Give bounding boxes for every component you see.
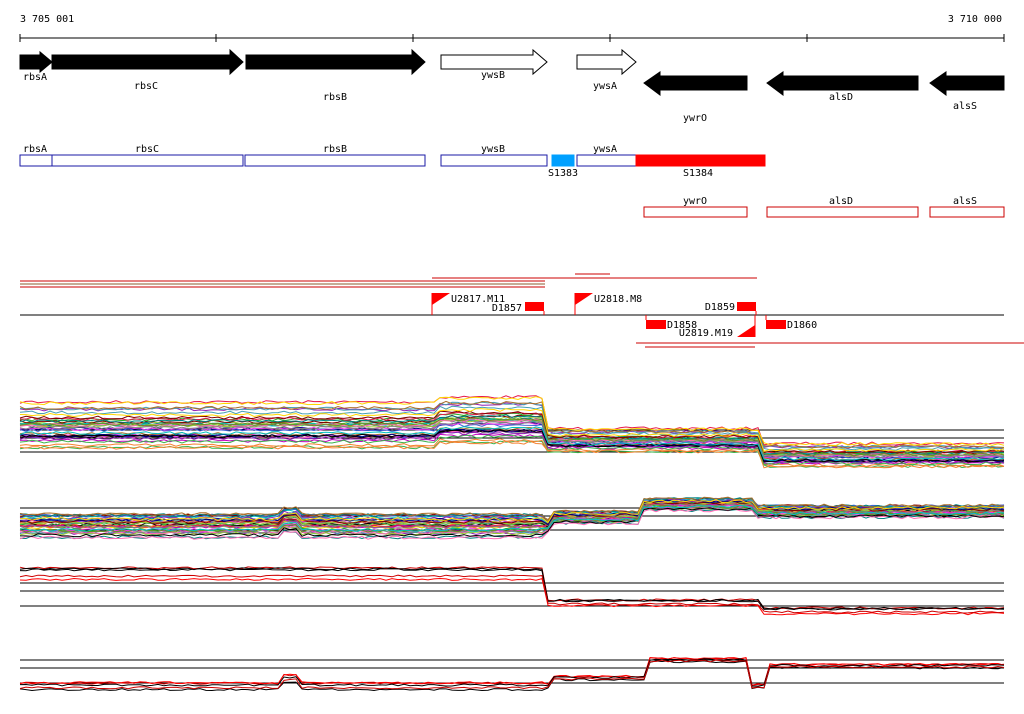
expression-trace [19, 401, 1005, 449]
downshift-label-D1860: D1860 [787, 320, 817, 331]
expression-panel-1 [19, 395, 1005, 469]
segment-box-ywrO[interactable] [643, 206, 748, 218]
shift-feature-track: U2817.M11 D1857 U2818.M8 D1859 D1858 D18… [20, 273, 1024, 348]
segment-track-plus: rbsA rbsC rbsB ywsB S1383 ywsA S1384 [19, 144, 766, 179]
upshift-label-U2817: U2817.M11 [451, 294, 505, 305]
segment-box-S1383[interactable] [551, 154, 575, 167]
upshift-label-U2819: U2819.M19 [679, 328, 733, 339]
downshift-box-D1860[interactable] [766, 320, 786, 329]
expression-trace [19, 440, 1005, 469]
upshift-flag-U2819[interactable] [737, 325, 755, 337]
expression-trace [19, 417, 1005, 457]
segment-box-rbsB[interactable] [244, 154, 426, 167]
gene-arrow-alsD[interactable] [766, 71, 919, 96]
segment-box-rbsA[interactable] [19, 154, 53, 167]
gene-arrow-rbsA[interactable] [19, 50, 53, 74]
expression-trace [19, 421, 1005, 459]
expression-trace [19, 400, 1005, 449]
coordinate-ruler: 3 705 001 3 710 000 [19, 14, 1005, 42]
expression-trace [19, 405, 1005, 451]
gene-label-ywsA: ywsA [593, 81, 617, 92]
gene-arrow-ywsA[interactable] [576, 48, 637, 76]
expression-trace [19, 423, 1005, 460]
expression-trace [19, 438, 1005, 468]
downshift-box-D1859[interactable] [737, 302, 756, 311]
expression-trace [19, 659, 1005, 690]
segment-track-minus: ywrO alsD alsS [643, 196, 1005, 218]
gene-arrow-rbsB[interactable] [245, 48, 426, 76]
segment-box-rbsC[interactable] [51, 154, 244, 167]
expression-trace [19, 577, 1005, 616]
segment-label-ywsA: ywsA [593, 144, 617, 155]
expression-trace [19, 501, 1005, 525]
expression-trace [19, 567, 1005, 610]
segment-label-rbsA: rbsA [23, 144, 47, 155]
expression-panel-3 [19, 566, 1005, 616]
gene-arrow-alsS[interactable] [929, 71, 1005, 96]
gene-label-alsS: alsS [953, 101, 977, 112]
expression-panel-4 [19, 657, 1005, 692]
segment-label-S1384: S1384 [683, 168, 713, 179]
expression-trace [19, 426, 1005, 462]
gene-label-rbsB: rbsB [323, 92, 347, 103]
segment-label-rbsB: rbsB [323, 144, 347, 155]
gene-arrow-rbsC[interactable] [51, 48, 244, 76]
expression-trace [19, 501, 1005, 526]
segment-box-ywsA[interactable] [576, 154, 637, 167]
segment-label-alsD: alsD [829, 196, 853, 207]
downshift-box-D1857[interactable] [525, 302, 544, 311]
expression-trace [19, 568, 1005, 611]
segment-label-ywsB: ywsB [481, 144, 505, 155]
expression-trace [19, 429, 1005, 463]
expression-trace [19, 396, 1005, 447]
gene-label-alsD: alsD [829, 92, 853, 103]
upshift-label-U2818: U2818.M8 [594, 294, 642, 305]
downshift-label-D1859: D1859 [705, 302, 735, 313]
segment-label-ywrO: ywrO [683, 196, 707, 207]
downshift-box-D1858[interactable] [646, 320, 666, 329]
gene-label-rbsC: rbsC [134, 81, 158, 92]
segment-box-alsS[interactable] [929, 206, 1005, 218]
expression-trace [19, 566, 1005, 610]
expression-trace [19, 434, 1005, 466]
gene-arrow-track: rbsA rbsC rbsB ywsB ywsA ywrO alsD alsS [19, 48, 1005, 124]
gene-label-ywrO: ywrO [683, 113, 707, 124]
expression-trace [19, 657, 1005, 686]
segment-label-alsS: alsS [953, 196, 977, 207]
downshift-label-D1857: D1857 [492, 303, 522, 314]
expression-trace [19, 504, 1005, 532]
expression-trace [19, 657, 1005, 686]
expression-trace [19, 574, 1005, 614]
downshift-label-D1858: D1858 [667, 320, 697, 331]
expression-trace [19, 504, 1005, 532]
segment-label-S1383: S1383 [548, 168, 578, 179]
expression-trace [19, 508, 1005, 540]
segment-box-alsD[interactable] [766, 206, 919, 218]
gene-arrow-ywsB[interactable] [440, 48, 548, 76]
gene-label-ywsB: ywsB [481, 70, 505, 81]
segment-label-rbsC: rbsC [135, 144, 159, 155]
segment-box-S1384[interactable] [635, 154, 766, 167]
expression-trace [19, 496, 1005, 523]
expression-trace [20, 507, 1005, 538]
upshift-flag-U2818[interactable] [575, 293, 593, 305]
expression-trace [19, 499, 1005, 524]
gene-arrow-ywrO[interactable] [643, 71, 748, 96]
ruler-start-label: 3 705 001 [20, 14, 74, 25]
upshift-flag-U2817[interactable] [432, 293, 450, 305]
expression-panel-2 [19, 496, 1005, 540]
ruler-end-label: 3 710 000 [948, 14, 1002, 25]
expression-trace [19, 408, 1005, 453]
gene-label-rbsA: rbsA [23, 72, 47, 83]
expression-trace [19, 410, 1005, 454]
segment-box-ywsB[interactable] [440, 154, 548, 167]
expression-trace [19, 658, 1005, 687]
